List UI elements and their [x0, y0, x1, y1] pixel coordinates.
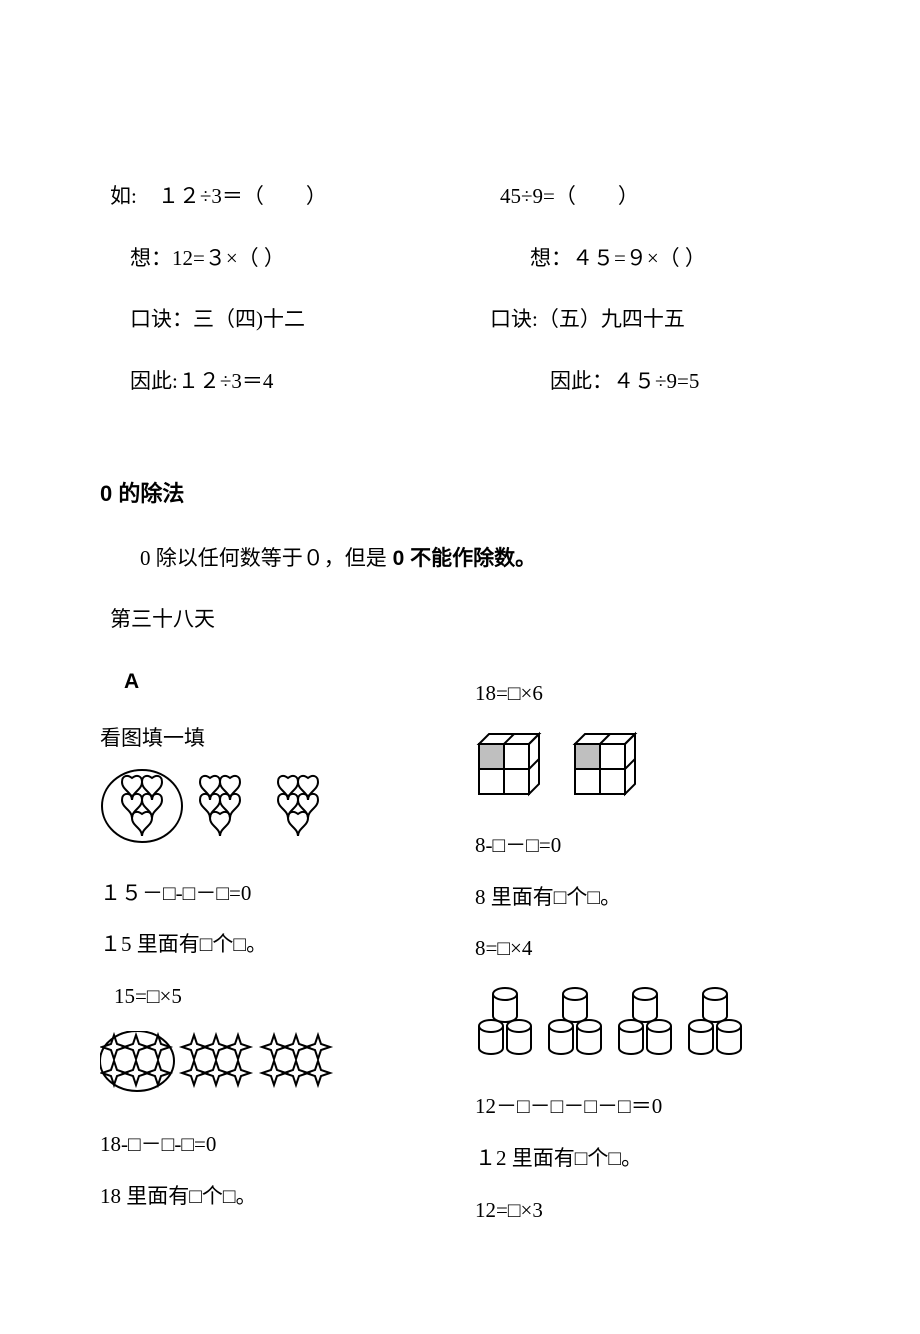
hearts-figure [100, 768, 445, 859]
example-left: 如: １２÷3＝（ ） 想：12=３×（ ） 口诀：三（四)十二 因此:１２÷3… [100, 180, 440, 426]
right-l3: 8=□×4 [475, 932, 820, 966]
exercise-row: A 看图填一填 [100, 665, 820, 1245]
stars-svg [100, 1031, 340, 1111]
cubes-svg [475, 730, 675, 800]
ex-right-l1: 45÷9=（ ） [480, 180, 820, 214]
right-l2: 8 里面有□个□。 [475, 881, 820, 915]
cubes-figure [475, 730, 820, 811]
right-l4: 12－□－□－□－□＝0 [475, 1090, 820, 1124]
label-a: A [100, 665, 445, 699]
cylinders-svg [475, 984, 775, 1062]
page: 如: １２÷3＝（ ） 想：12=３×（ ） 口诀：三（四)十二 因此:１２÷3… [0, 0, 920, 1305]
ex-left-l4: 因此:１２÷3＝4 [100, 365, 440, 399]
left-l2: １5 里面有□个□。 [100, 928, 445, 962]
examples-row: 如: １２÷3＝（ ） 想：12=３×（ ） 口诀：三（四)十二 因此:１２÷3… [100, 180, 820, 426]
right-top: 18=□×6 [475, 677, 820, 711]
left-header: 看图填一填 [100, 722, 445, 756]
right-l6: 12=□×3 [475, 1194, 820, 1228]
day-label: 第三十八天 [100, 603, 820, 637]
zero-para-bold: 0 不能作除数。 [387, 547, 536, 570]
left-l5: 18 里面有□个□。 [100, 1180, 445, 1214]
ex-right-l2: 想：４５=９×（ ） [480, 242, 820, 276]
zero-division-title: 0 的除法 [100, 476, 820, 511]
example-right: 45÷9=（ ） 想：４５=９×（ ） 口诀:（五）九四十五 因此：４５÷9=5 [480, 180, 820, 426]
hearts-svg [100, 768, 340, 848]
cylinders-figure [475, 984, 820, 1073]
stars-figure [100, 1031, 445, 1122]
zero-division-para: 0 除以任何数等于０，但是 0 不能作除数。 [100, 542, 820, 576]
left-l4: 18-□－□-□=0 [100, 1128, 445, 1162]
exercise-left: A 看图填一填 [100, 665, 445, 1245]
zero-para-pre: 0 除以任何数等于０，但是 [140, 546, 387, 570]
ex-right-l4: 因此：４５÷9=5 [480, 365, 820, 399]
left-l3: 15=□×5 [100, 980, 445, 1014]
left-l1: １５－□-□－□=0 [100, 877, 445, 911]
right-l1: 8-□－□=0 [475, 829, 820, 863]
ex-left-l1: 如: １２÷3＝（ ） [100, 180, 440, 214]
ex-left-l2: 想：12=３×（ ） [100, 242, 440, 276]
ex-right-l3: 口诀:（五）九四十五 [480, 303, 820, 337]
ex-left-l3: 口诀：三（四)十二 [100, 303, 440, 337]
right-l5: １2 里面有□个□。 [475, 1142, 820, 1176]
exercise-right: 18=□×6 [475, 659, 820, 1245]
